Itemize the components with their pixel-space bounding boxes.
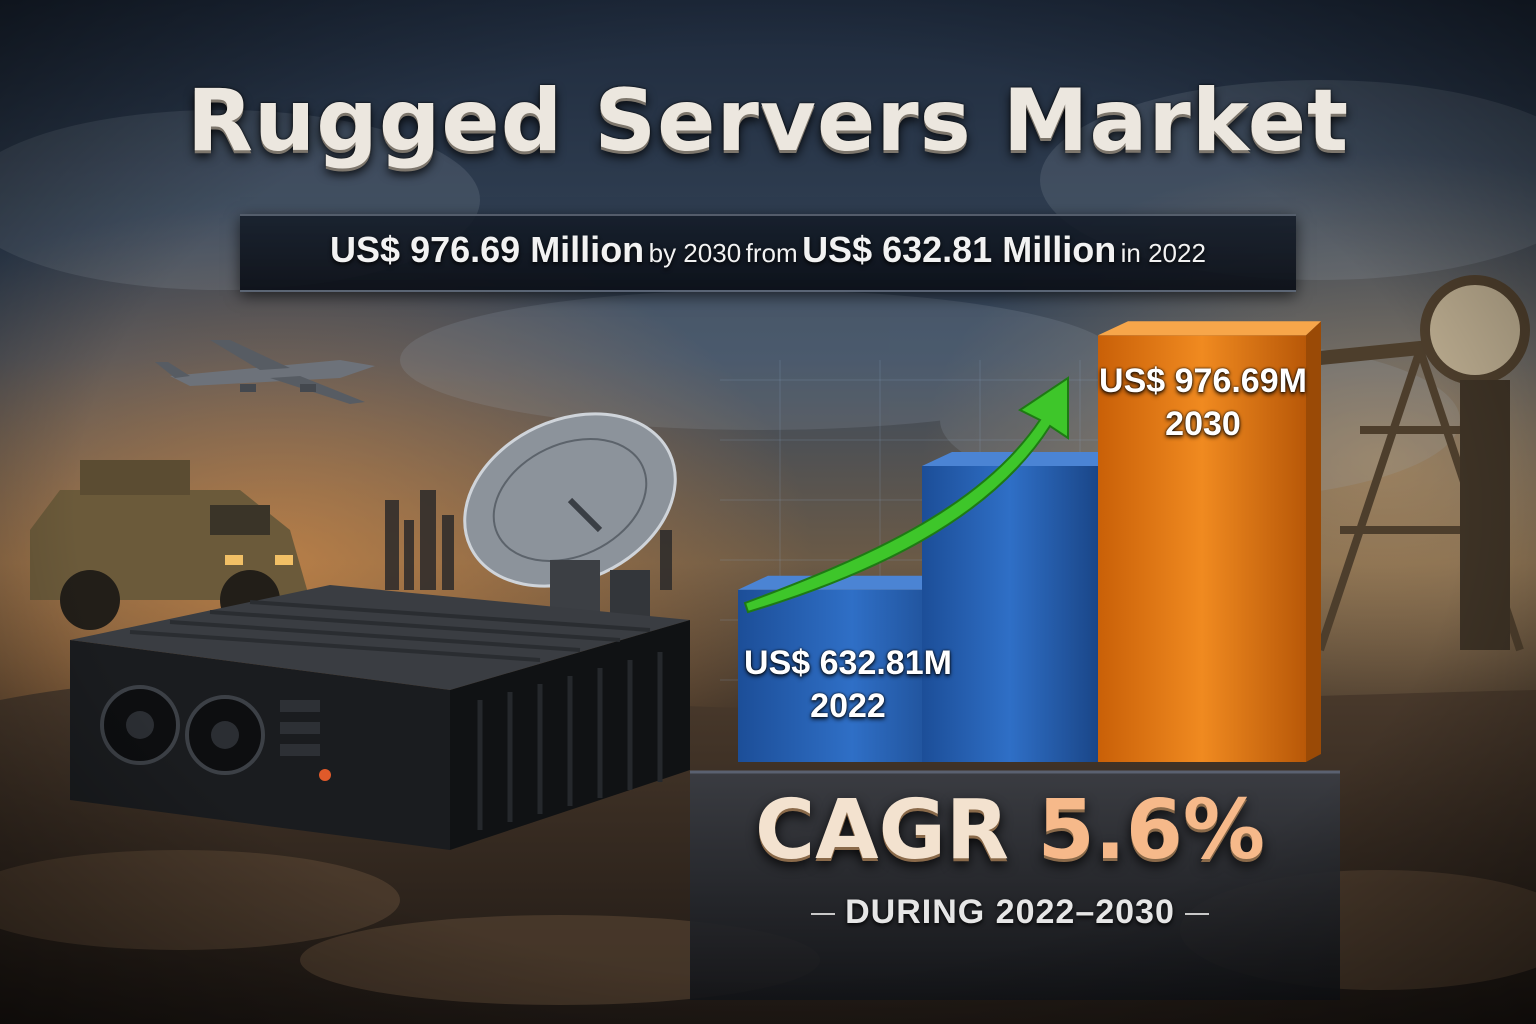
subtitle-band (240, 214, 1296, 292)
bar-year-2022: 2022 (810, 686, 886, 725)
bar-label-2022: US$ 632.81M 2022 (718, 642, 978, 727)
page-title: Rugged Servers Market (186, 71, 1350, 171)
subtitle-value-2030: US$ 976.69 Million (330, 229, 645, 270)
subtitle-value-2022: US$ 632.81 Million (802, 229, 1117, 270)
cagr-headline: CAGR 5.6% (690, 790, 1330, 872)
cagr-period: DURING 2022–2030 (690, 893, 1330, 932)
bar-value-2030: US$ 976.69M (1099, 362, 1307, 400)
cagr-period-text: DURING 2022–2030 (845, 893, 1175, 931)
subtitle-from: from (745, 238, 798, 268)
bar-label-2030: US$ 976.69M 2030 (1068, 360, 1338, 445)
cagr-label: CAGR (754, 783, 1010, 878)
divider-right (1184, 913, 1209, 916)
divider-left (811, 913, 836, 916)
subtitle-year-2022: in 2022 (1120, 238, 1206, 268)
cagr-value: 5.6% (1037, 783, 1266, 878)
bar-value-2022: US$ 632.81M (744, 644, 952, 682)
subtitle-year-2030: by 2030 (648, 238, 742, 268)
subtitle: US$ 976.69 Million by 2030 from US$ 632.… (0, 229, 1536, 271)
bar-year-2030: 2030 (1165, 404, 1241, 443)
